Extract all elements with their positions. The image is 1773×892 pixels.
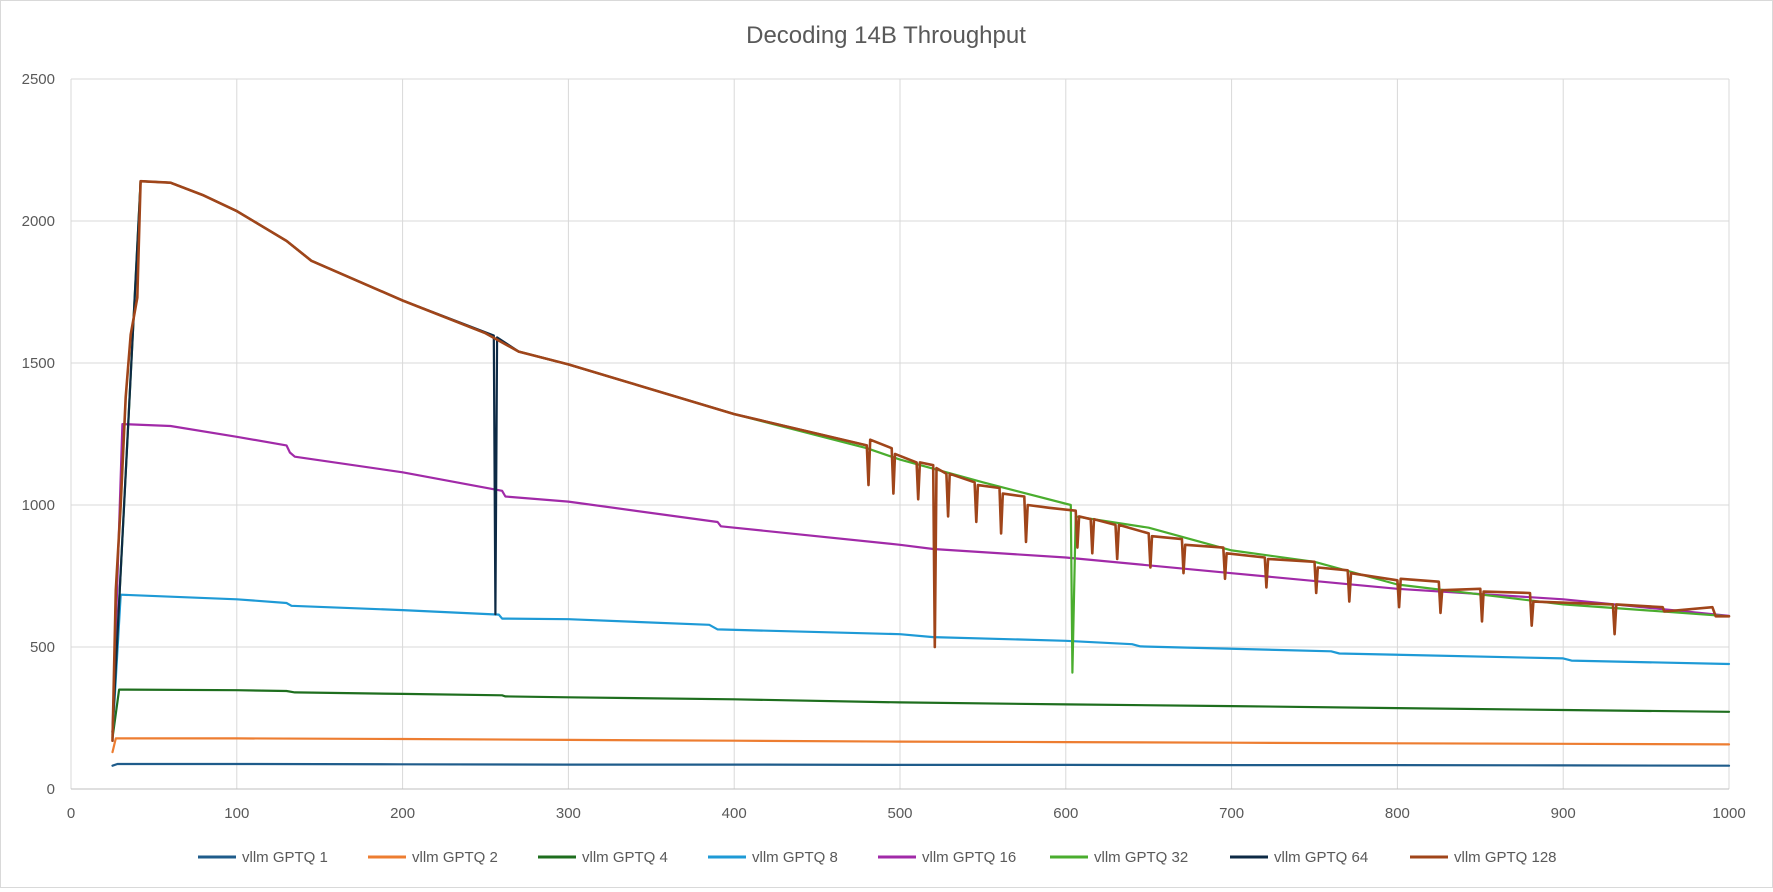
legend: vllm GPTQ 1 vllm GPTQ 2 vllm GPTQ 4 vllm GP… bbox=[198, 849, 1557, 866]
x-tick-label: 300 bbox=[556, 805, 581, 822]
legend-entry: vllm GPTQ 64 bbox=[1230, 849, 1368, 866]
series-line bbox=[111, 423, 1731, 734]
legend-label: vllm GPTQ 16 bbox=[922, 849, 1016, 866]
series-line bbox=[111, 762, 1731, 767]
series-line bbox=[111, 180, 1731, 734]
axes: 0 500 1000 1500 2000 2500 0 100 200 300 400 500 600 7… bbox=[22, 71, 1746, 822]
legend-entry: vllm GPTQ 128 bbox=[1410, 849, 1557, 866]
legend-label: vllm GPTQ 4 bbox=[582, 849, 668, 866]
series-lines bbox=[111, 179, 1731, 767]
x-tick-label: 0 bbox=[67, 805, 75, 822]
x-tick-label: 600 bbox=[1053, 805, 1078, 822]
grid bbox=[70, 78, 1730, 790]
y-tick-label: 2000 bbox=[22, 213, 55, 230]
legend-entry: vllm GPTQ 8 bbox=[708, 849, 838, 866]
legend-entry: vllm GPTQ 16 bbox=[878, 849, 1016, 866]
y-tick-label: 2500 bbox=[22, 71, 55, 88]
series-line bbox=[111, 593, 1731, 737]
y-tick-label: 0 bbox=[47, 781, 55, 798]
legend-entry: vllm GPTQ 1 bbox=[198, 849, 328, 866]
series-line bbox=[111, 688, 1731, 740]
legend-entry: vllm GPTQ 2 bbox=[368, 849, 498, 866]
legend-label: vllm GPTQ 8 bbox=[752, 849, 838, 866]
legend-entry: vllm GPTQ 4 bbox=[538, 849, 668, 866]
x-tick-label: 800 bbox=[1385, 805, 1410, 822]
legend-entry: vllm GPTQ 32 bbox=[1050, 849, 1188, 866]
series-line bbox=[111, 180, 868, 734]
series-line bbox=[111, 737, 1731, 754]
y-tick-label: 1500 bbox=[22, 355, 55, 372]
x-tick-label: 1000 bbox=[1712, 805, 1745, 822]
x-tick-label: 700 bbox=[1219, 805, 1244, 822]
x-tick-label: 200 bbox=[390, 805, 415, 822]
legend-label: vllm GPTQ 128 bbox=[1454, 849, 1557, 866]
x-tick-label: 900 bbox=[1551, 805, 1576, 822]
x-tick-label: 400 bbox=[722, 805, 747, 822]
legend-label: vllm GPTQ 32 bbox=[1094, 849, 1188, 866]
legend-label: vllm GPTQ 2 bbox=[412, 849, 498, 866]
x-tick-label: 500 bbox=[887, 805, 912, 822]
x-tick-label: 100 bbox=[224, 805, 249, 822]
y-tick-label: 500 bbox=[30, 639, 55, 656]
chart-title: Decoding 14B Throughput bbox=[746, 22, 1026, 49]
legend-label: vllm GPTQ 1 bbox=[242, 849, 328, 866]
y-tick-label: 1000 bbox=[22, 497, 55, 514]
legend-label: vllm GPTQ 64 bbox=[1274, 849, 1368, 866]
series-line bbox=[111, 179, 1731, 743]
